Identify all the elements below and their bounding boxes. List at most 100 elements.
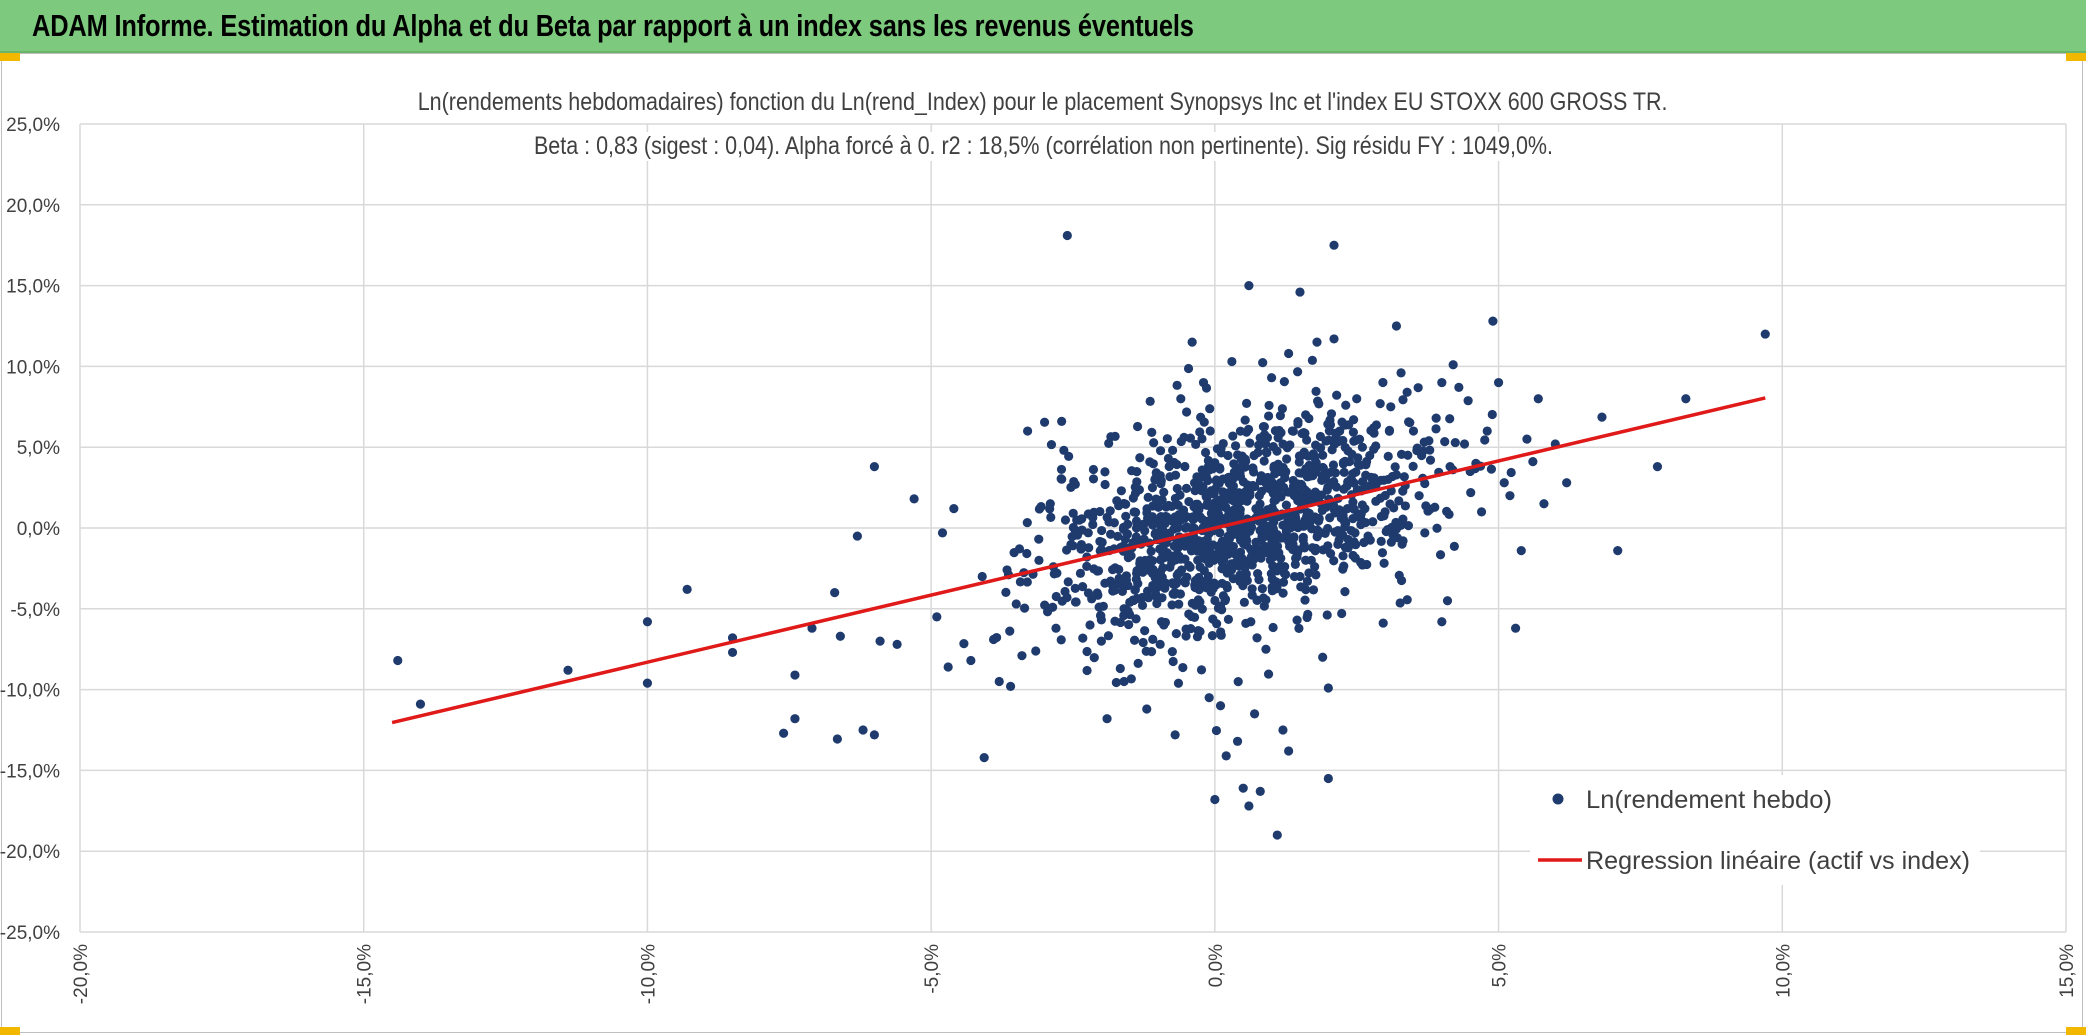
data-point	[1399, 472, 1409, 482]
data-point	[1156, 524, 1166, 535]
data-point	[1258, 358, 1268, 368]
data-point	[1089, 653, 1099, 663]
data-point	[1338, 514, 1349, 524]
y-tick-label: 15,0%	[6, 277, 60, 298]
data-point	[1095, 506, 1105, 517]
data-point	[1170, 470, 1181, 480]
data-point	[1232, 736, 1243, 746]
data-point	[1110, 616, 1120, 626]
data-point	[937, 528, 948, 538]
data-point	[1271, 495, 1281, 505]
data-point	[1277, 404, 1287, 414]
data-point	[1245, 490, 1255, 501]
data-point	[1264, 400, 1274, 411]
y-tick-label: -5,0%	[10, 600, 60, 621]
data-point	[1129, 507, 1139, 517]
data-point	[1227, 482, 1237, 492]
data-point	[1019, 603, 1030, 613]
data-point	[1390, 462, 1400, 472]
data-point	[1131, 614, 1141, 624]
data-point	[1235, 426, 1246, 436]
data-point	[1097, 525, 1107, 536]
data-point	[1528, 457, 1538, 467]
data-point	[1204, 465, 1214, 475]
data-point	[991, 632, 1002, 643]
data-point	[1193, 626, 1203, 636]
data-point	[1292, 615, 1302, 625]
data-point	[1510, 623, 1521, 633]
data-point	[1057, 474, 1067, 484]
data-point	[1164, 528, 1175, 538]
data-point	[1318, 463, 1328, 473]
data-point	[1394, 570, 1404, 580]
data-point	[1116, 486, 1126, 496]
data-point	[1182, 522, 1192, 532]
data-point	[1348, 427, 1358, 437]
data-point	[1216, 630, 1226, 640]
data-point	[1229, 459, 1239, 469]
data-point	[1132, 477, 1142, 487]
data-point	[1288, 481, 1299, 491]
data-point	[1324, 426, 1334, 436]
data-point	[1408, 426, 1419, 436]
data-point	[1167, 600, 1177, 610]
data-point	[1326, 409, 1337, 419]
data-point	[1034, 504, 1045, 514]
data-point	[1223, 614, 1234, 624]
data-point	[1155, 446, 1166, 456]
data-point	[1155, 516, 1165, 526]
data-point	[1131, 523, 1142, 533]
data-point	[1260, 439, 1271, 449]
data-point	[1437, 617, 1447, 627]
data-point	[1005, 626, 1015, 636]
data-point	[1296, 582, 1306, 592]
data-point	[1022, 577, 1032, 587]
data-point	[1173, 523, 1183, 533]
data-point	[1162, 434, 1172, 444]
data-point	[1268, 532, 1279, 542]
data-point	[1487, 409, 1497, 420]
data-point	[1149, 438, 1159, 448]
data-point	[1255, 786, 1265, 797]
data-point	[1344, 457, 1355, 467]
data-point	[1184, 496, 1194, 507]
data-point	[1413, 383, 1423, 393]
data-point	[1204, 693, 1214, 703]
data-point	[1148, 634, 1158, 644]
data-point	[1135, 556, 1145, 566]
data-point	[1193, 555, 1203, 565]
data-point	[1132, 467, 1142, 477]
data-point	[1341, 400, 1351, 410]
data-point	[1082, 646, 1092, 657]
data-point	[727, 647, 738, 658]
data-point	[1210, 794, 1220, 805]
data-point	[1391, 517, 1401, 528]
data-point	[1216, 498, 1226, 508]
data-point	[1323, 482, 1333, 492]
data-point	[1199, 536, 1209, 546]
data-point	[1506, 467, 1516, 478]
data-point	[869, 730, 880, 740]
data-point	[1051, 591, 1061, 602]
data-point	[1272, 830, 1282, 840]
data-point	[1352, 394, 1362, 404]
data-point	[1366, 425, 1376, 436]
data-point	[1293, 367, 1303, 377]
frame-corner-bottom-left	[0, 1027, 20, 1035]
data-point	[1425, 455, 1436, 465]
data-point	[1348, 497, 1358, 507]
data-point	[1031, 646, 1041, 656]
data-point	[1068, 508, 1078, 518]
data-point	[1251, 537, 1261, 547]
data-point	[1241, 531, 1251, 542]
data-point	[949, 504, 959, 514]
data-point	[1217, 578, 1227, 589]
data-point	[1369, 473, 1379, 483]
data-point	[1359, 537, 1369, 548]
data-point	[1164, 461, 1174, 472]
data-point	[1155, 470, 1165, 481]
data-point	[1437, 377, 1447, 388]
data-point	[1760, 329, 1770, 339]
data-point	[1278, 588, 1288, 598]
